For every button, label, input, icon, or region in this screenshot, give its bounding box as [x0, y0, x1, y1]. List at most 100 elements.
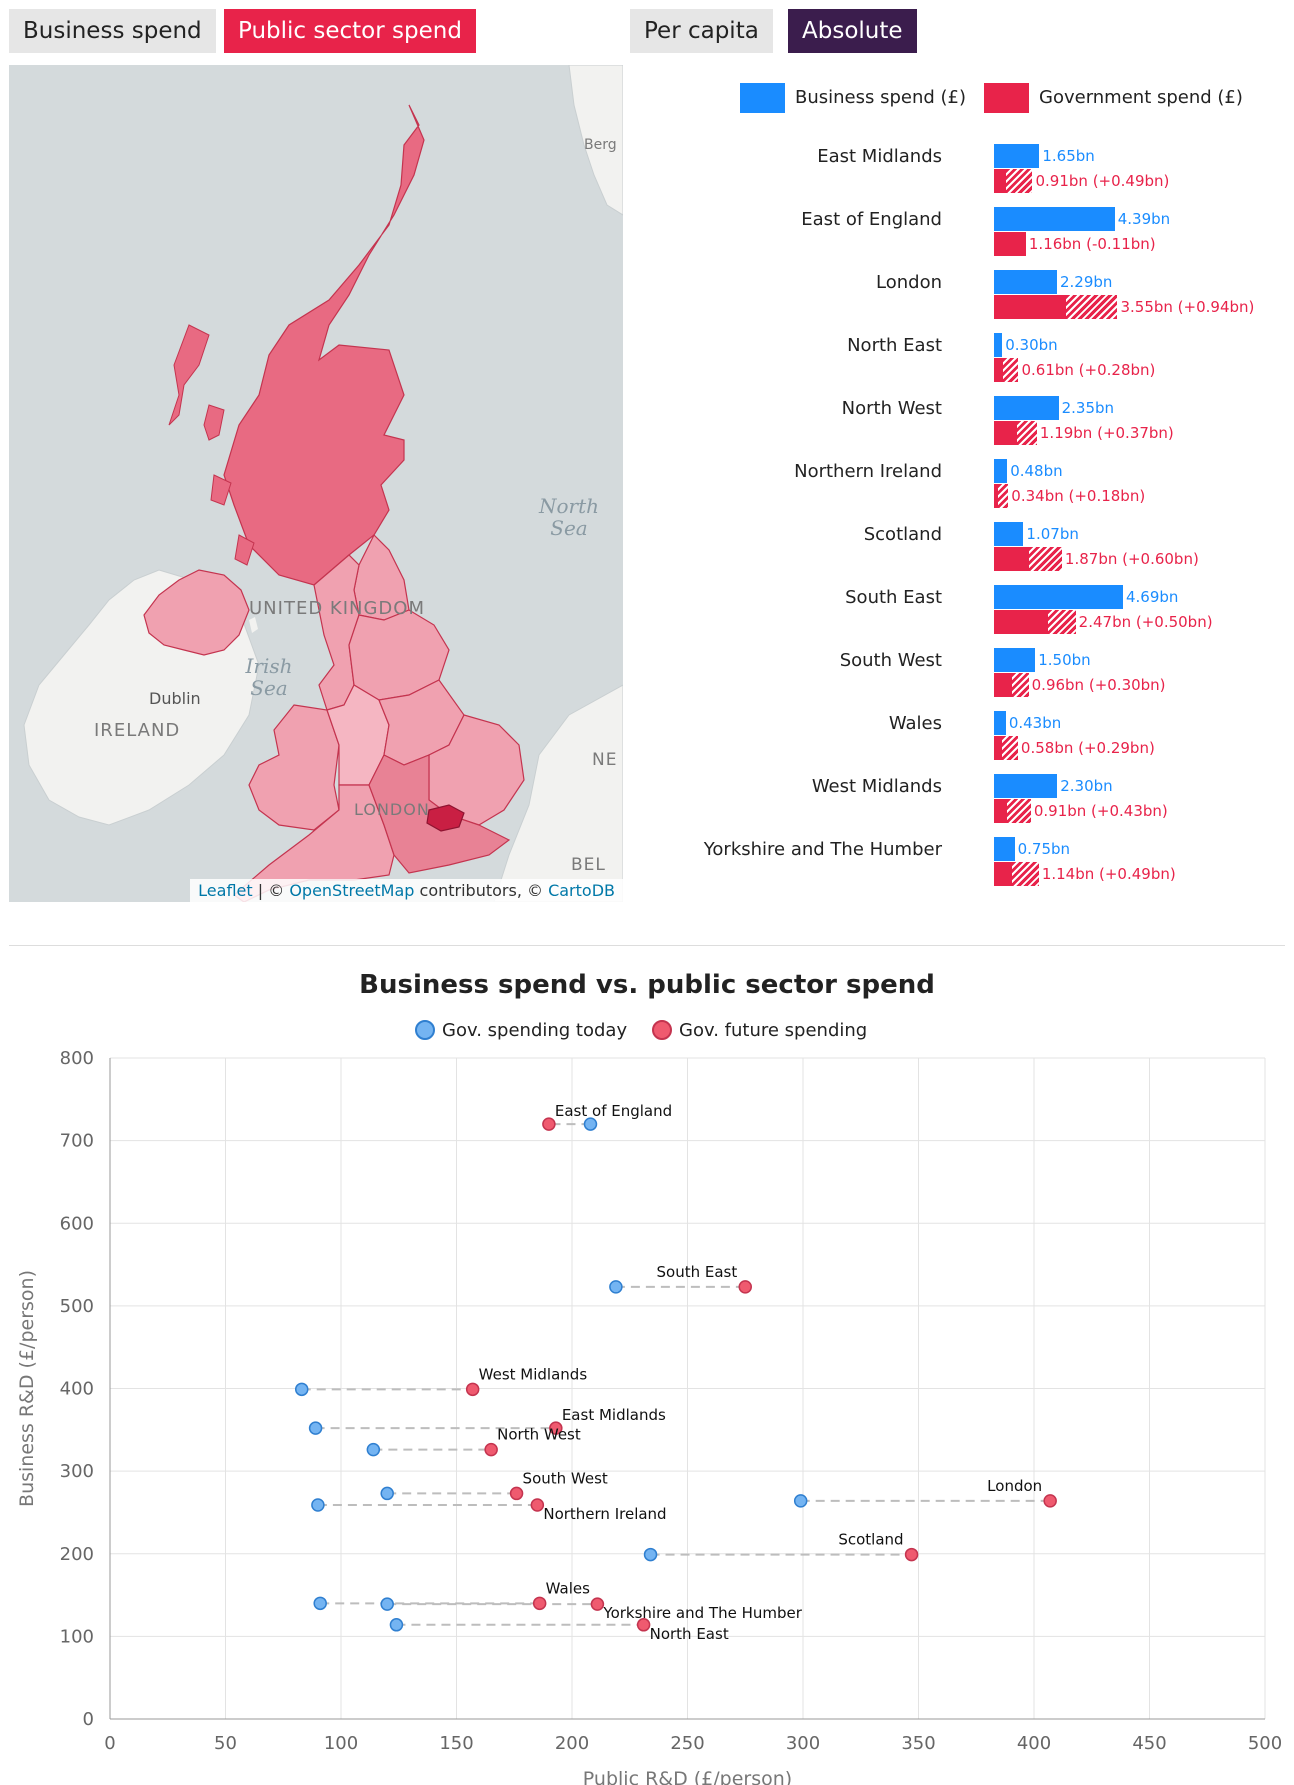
- government-bar[interactable]: [994, 295, 1118, 319]
- business-bar[interactable]: [994, 585, 1123, 609]
- government-bar[interactable]: [994, 736, 1018, 760]
- government-value-label: 1.16bn (-0.11bn): [1028, 235, 1156, 253]
- future-legend-marker[interactable]: [652, 1020, 672, 1040]
- government-bar-current: [994, 358, 1004, 382]
- government-bar[interactable]: [994, 799, 1031, 823]
- norway-landmass: [568, 65, 623, 216]
- netherlands-label: NE: [592, 750, 618, 770]
- government-bar[interactable]: [994, 421, 1037, 445]
- business-value-label: 4.69bn: [1125, 588, 1179, 606]
- government-bar[interactable]: [994, 673, 1029, 697]
- y-tick-label: 700: [60, 1131, 94, 1152]
- government-bar-current: [994, 547, 1029, 571]
- future-point[interactable]: [549, 1421, 563, 1435]
- x-tick-label: 450: [1132, 1733, 1166, 1754]
- today-point[interactable]: [389, 1618, 404, 1632]
- region-label: East Midlands: [817, 146, 942, 167]
- today-legend-marker[interactable]: [415, 1020, 435, 1040]
- future-point[interactable]: [509, 1486, 524, 1501]
- government-bar[interactable]: [994, 862, 1039, 886]
- business-bar[interactable]: [994, 396, 1059, 420]
- business-spend-toggle[interactable]: Business spend: [9, 9, 216, 53]
- region-scotland[interactable]: [223, 104, 425, 586]
- business-bar[interactable]: [994, 207, 1115, 231]
- business-value-label: 0.43bn: [1008, 714, 1062, 732]
- business-bar[interactable]: [994, 837, 1015, 861]
- government-bar[interactable]: [994, 232, 1026, 256]
- government-bar[interactable]: [994, 358, 1019, 382]
- business-bar[interactable]: [994, 648, 1036, 672]
- uk-region-map[interactable]: North Sea Irish Sea UNITED KINGDOM IRELA…: [9, 65, 623, 902]
- today-point[interactable]: [609, 1280, 623, 1294]
- business-bar[interactable]: [994, 333, 1003, 357]
- y-tick-label: 100: [60, 1626, 94, 1647]
- region-scotland-islands[interactable]: [168, 324, 255, 566]
- future-point[interactable]: [738, 1280, 752, 1294]
- scatter-chart-title: Business spend vs. public sector spend: [359, 970, 935, 1000]
- government-bar-change: [1007, 799, 1031, 823]
- cartodb-link[interactable]: CartoDB: [548, 881, 615, 900]
- today-point[interactable]: [380, 1486, 394, 1501]
- today-point[interactable]: [793, 1494, 808, 1508]
- business-bar[interactable]: [994, 711, 1006, 735]
- leaflet-link[interactable]: Leaflet: [198, 881, 253, 900]
- government-bar-current: [994, 295, 1066, 319]
- today-point[interactable]: [313, 1596, 327, 1611]
- business-bar[interactable]: [994, 522, 1024, 546]
- region-northern-ireland[interactable]: [143, 569, 250, 656]
- per-capita-toggle[interactable]: Per capita: [630, 9, 773, 53]
- today-point[interactable]: [380, 1597, 394, 1611]
- business-bar[interactable]: [994, 459, 1008, 483]
- future-point[interactable]: [484, 1442, 498, 1457]
- future-point[interactable]: [904, 1547, 919, 1562]
- ireland-label: IRELAND: [94, 720, 181, 741]
- today-point[interactable]: [366, 1442, 381, 1457]
- government-bar-current: [994, 736, 1002, 760]
- north-sea-label-text: North Sea: [538, 494, 600, 540]
- y-tick-label: 800: [60, 1048, 94, 1069]
- region-wales[interactable]: [248, 704, 340, 831]
- future-point[interactable]: [636, 1618, 651, 1632]
- government-value-label: 2.47bn (+0.50bn): [1078, 613, 1213, 631]
- today-legend-label[interactable]: Gov. spending today: [442, 1020, 628, 1041]
- today-point[interactable]: [308, 1421, 323, 1435]
- today-point[interactable]: [643, 1547, 658, 1562]
- bar-row: Northern Ireland 0.48bn 0.34bn (+0.18bn): [700, 455, 1260, 515]
- irish-sea-label: Irish Sea: [229, 655, 309, 699]
- isle-of-man-landmass: [249, 617, 258, 633]
- future-point[interactable]: [532, 1596, 547, 1611]
- region-label: Wales: [888, 713, 942, 734]
- government-bar[interactable]: [994, 610, 1076, 634]
- public-sector-spend-toggle[interactable]: Public sector spend: [224, 9, 476, 53]
- government-bar[interactable]: [994, 169, 1033, 193]
- point-label: North West: [497, 1426, 581, 1444]
- x-tick-label: 50: [214, 1733, 237, 1754]
- future-point[interactable]: [1043, 1494, 1057, 1508]
- future-point[interactable]: [465, 1382, 480, 1397]
- future-legend-label[interactable]: Gov. future spending: [679, 1020, 868, 1041]
- region-london[interactable]: [426, 804, 465, 832]
- business-bar[interactable]: [994, 774, 1058, 798]
- government-bar[interactable]: [994, 484, 1009, 508]
- business-bar[interactable]: [994, 270, 1057, 294]
- future-point[interactable]: [542, 1117, 556, 1131]
- future-point[interactable]: [530, 1498, 545, 1512]
- future-point[interactable]: [590, 1597, 605, 1611]
- today-point[interactable]: [294, 1382, 309, 1397]
- region-label: East of England: [801, 209, 942, 230]
- x-tick-label: 200: [555, 1733, 589, 1754]
- region-label: Northern Ireland: [794, 461, 942, 482]
- absolute-toggle[interactable]: Absolute: [788, 9, 917, 53]
- point-label: Scotland: [838, 1531, 903, 1549]
- today-point[interactable]: [311, 1498, 325, 1512]
- today-point[interactable]: [583, 1117, 598, 1131]
- openstreetmap-link[interactable]: OpenStreetMap: [289, 881, 415, 900]
- business-bar[interactable]: [994, 144, 1040, 168]
- y-tick-label: 400: [60, 1379, 94, 1400]
- bar-row: West Midlands 2.30bn 0.91bn (+0.43bn): [700, 770, 1260, 830]
- government-bar-current: [994, 799, 1008, 823]
- region-label: West Midlands: [811, 776, 942, 797]
- x-tick-label: 100: [324, 1733, 358, 1754]
- government-bar[interactable]: [994, 547, 1062, 571]
- government-value-label: 0.61bn (+0.28bn): [1021, 361, 1156, 379]
